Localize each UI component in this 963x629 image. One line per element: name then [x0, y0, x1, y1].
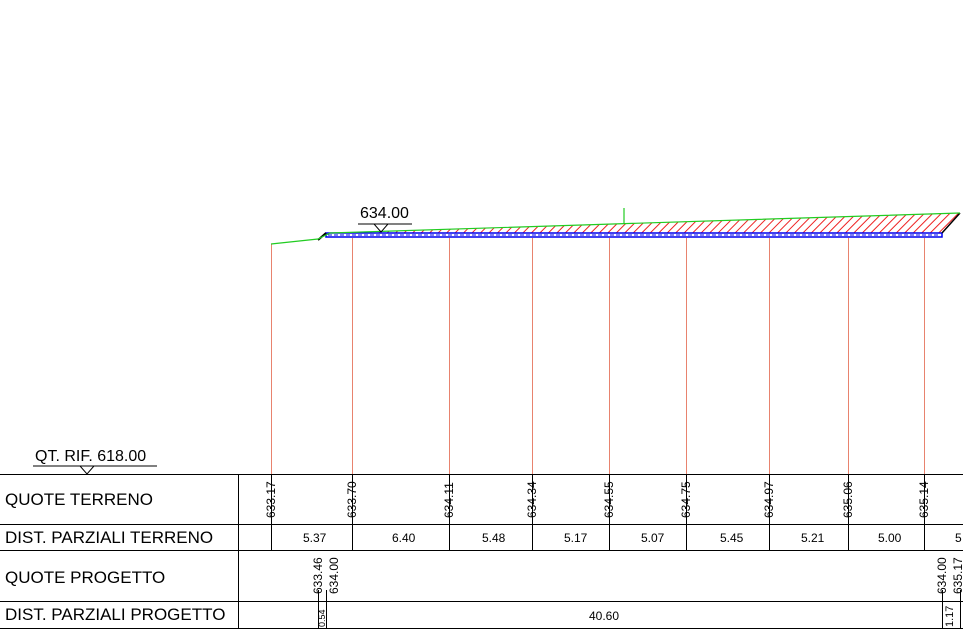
dist-progetto-value: 40.60	[589, 609, 619, 623]
dist-terreno-value: 5.17	[564, 531, 588, 545]
dist-terreno-value: 6.40	[392, 531, 416, 545]
quote-progetto-value: 634.00	[327, 557, 341, 594]
elevation-marker: 634.00	[358, 205, 412, 233]
quote-terreno-value: 634.55	[602, 481, 616, 518]
dist-terreno-value: 5	[955, 531, 962, 545]
dist-terreno-values: 5.37 6.40 5.48 5.17 5.07 5.45 5.21 5.00 …	[303, 531, 962, 545]
elevation-triangle-icon	[372, 223, 390, 233]
elevation-label: 634.00	[360, 205, 409, 222]
road-right-edge	[941, 212, 961, 234]
dist-terreno-value: 5.48	[482, 531, 506, 545]
quote-terreno-value: 634.11	[442, 482, 456, 518]
section-lines	[271, 238, 925, 474]
dist-terreno-value: 5.00	[878, 531, 902, 545]
dist-progetto-values: 0.54 40.60 1.17	[317, 606, 956, 627]
quote-terreno-value: 634.97	[762, 481, 776, 518]
quote-progetto-value: 635.17	[951, 557, 963, 594]
reference-marker: QT. RIF. 618.00	[33, 448, 157, 475]
reference-label: QT. RIF. 618.00	[35, 448, 146, 465]
quote-terreno-value: 634.34	[525, 481, 539, 518]
reference-triangle-icon	[78, 465, 96, 475]
dist-progetto-value: 0.54	[317, 609, 327, 627]
row-label-quote-progetto: QUOTE PROGETTO	[5, 568, 165, 587]
quote-terreno-value: 635.06	[841, 481, 855, 518]
quote-terreno-value: 635.14	[917, 481, 931, 518]
dist-terreno-value: 5.07	[641, 531, 665, 545]
quote-progetto-value: 633.46	[311, 557, 325, 594]
dist-terreno-value: 5.45	[720, 531, 744, 545]
row-label-dist-progetto: DIST. PARZIALI PROGETTO	[5, 605, 225, 624]
dist-progetto-value: 1.17	[944, 606, 956, 627]
quote-terreno-value: 634.75	[679, 481, 693, 518]
quote-terreno-values: 633.17 633.70 634.11 634.34 634.55 634.7…	[264, 481, 931, 518]
quote-progetto-value: 634.00	[935, 557, 949, 594]
quote-terreno-value: 633.70	[345, 481, 359, 518]
row-label-quote-terreno: QUOTE TERRENO	[5, 490, 153, 509]
quote-progetto-values: 633.46 634.00 634.00 635.17	[311, 557, 963, 594]
dist-terreno-value: 5.37	[303, 531, 327, 545]
quote-terreno-value: 633.17	[264, 481, 278, 518]
dist-terreno-value: 5.21	[801, 531, 825, 545]
terrain-line	[270, 212, 961, 245]
row-label-dist-terreno: DIST. PARZIALI TERRENO	[5, 528, 213, 547]
